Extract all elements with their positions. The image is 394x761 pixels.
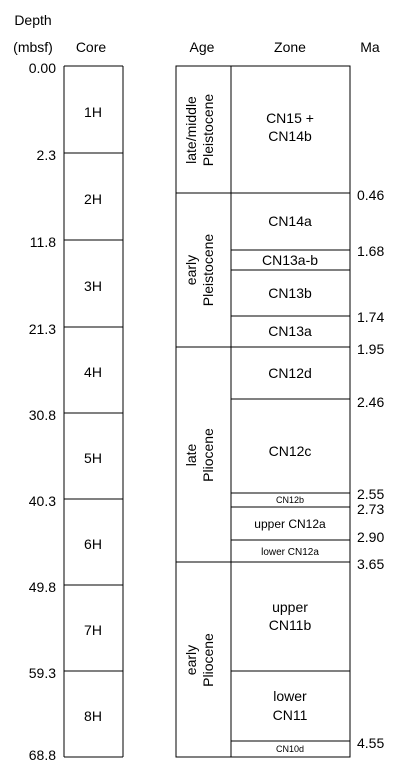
ma-label: 2.73 xyxy=(357,501,384,517)
age-header: Age xyxy=(190,39,215,55)
zone-label: CN11 xyxy=(273,707,308,723)
depth-label: 68.8 xyxy=(29,747,56,761)
depth-label: 2.3 xyxy=(37,147,57,163)
depth-label: 59.3 xyxy=(29,665,56,681)
zone-label: CN15 + xyxy=(266,110,314,126)
depth-labels: 0.00 2.3 11.8 21.3 30.8 40.3 49.8 59.3 6… xyxy=(29,60,56,761)
depth-label: 49.8 xyxy=(29,579,56,595)
core-header: Core xyxy=(76,39,107,55)
core-label: 6H xyxy=(84,536,102,552)
zone-label: upper xyxy=(272,599,308,615)
age-late-pliocene: late Pliocene xyxy=(183,428,216,482)
ma-labels: 0.46 1.68 1.74 1.95 2.46 2.55 2.73 2.90 … xyxy=(357,187,384,751)
ma-label: 2.90 xyxy=(357,529,384,545)
ma-label: 4.55 xyxy=(357,735,384,751)
core-label: 2H xyxy=(84,191,102,207)
zone-label: CN11b xyxy=(269,617,312,633)
depth-label: 21.3 xyxy=(29,321,56,337)
ma-label: 3.65 xyxy=(357,556,384,572)
depth-label: 30.8 xyxy=(29,407,56,423)
age-label: Pliocene xyxy=(200,633,216,687)
zone-label: upper CN12a xyxy=(254,517,326,531)
zone-label: lower CN12a xyxy=(261,547,319,558)
core-label: 4H xyxy=(84,364,102,380)
age-label: Pliocene xyxy=(200,428,216,482)
age-early-pleistocene: early Pleistocene xyxy=(183,234,216,307)
age-label: Pleistocene xyxy=(200,94,216,167)
zone-label: lower xyxy=(273,688,307,704)
depth-label: 11.8 xyxy=(30,234,56,250)
ma-label: 2.46 xyxy=(357,394,384,410)
zone-label: CN13a-b xyxy=(262,252,318,268)
age-label: late xyxy=(183,444,199,467)
depth-label: 0.00 xyxy=(29,60,56,76)
depth-header-line1: Depth xyxy=(14,12,51,28)
ma-label: 1.95 xyxy=(357,341,384,357)
depth-header-line2: (mbsf) xyxy=(13,39,53,55)
zone-label: CN14a xyxy=(268,213,312,229)
ma-label: 0.46 xyxy=(357,187,384,203)
core-labels: 1H 2H 3H 4H 5H 6H 7H 8H xyxy=(84,104,102,724)
age-label: Pleistocene xyxy=(200,234,216,307)
age-label: late/middle xyxy=(183,96,199,164)
age-early-pliocene: early Pliocene xyxy=(183,633,216,687)
zone-labels: CN15 + CN14b CN14a CN13a-b CN13b CN13a C… xyxy=(254,110,326,754)
ma-label: 1.74 xyxy=(357,309,384,325)
zone-label: CN14b xyxy=(268,128,312,144)
age-zone-frame xyxy=(175,65,351,758)
zone-label: CN10d xyxy=(276,744,304,754)
age-label: early xyxy=(183,255,199,285)
core-label: 1H xyxy=(84,104,102,120)
zone-label: CN12b xyxy=(276,495,304,505)
core-label: 5H xyxy=(84,450,102,466)
ma-label: 1.68 xyxy=(357,243,384,259)
ma-label: 2.55 xyxy=(357,486,384,502)
zone-label: CN12d xyxy=(268,365,312,381)
core-label: 3H xyxy=(84,278,102,294)
depth-label: 40.3 xyxy=(29,493,56,509)
zone-header: Zone xyxy=(274,39,306,55)
age-labels: late/middle Pleistocene early Pleistocen… xyxy=(183,94,216,687)
core-column xyxy=(63,65,124,758)
zone-label: CN12c xyxy=(269,443,312,459)
zone-label: CN13a xyxy=(268,323,312,339)
core-label: 8H xyxy=(84,708,102,724)
age-late-middle-pleistocene: late/middle Pleistocene xyxy=(183,94,216,167)
zone-label: CN13b xyxy=(268,285,312,301)
core-label: 7H xyxy=(84,622,102,638)
age-label: early xyxy=(183,645,199,675)
age-zone-border xyxy=(175,65,351,758)
ma-header: Ma xyxy=(360,39,380,55)
